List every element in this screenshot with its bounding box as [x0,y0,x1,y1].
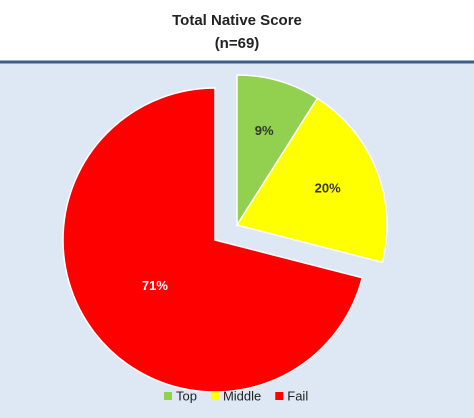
legend-label: Fail [287,388,308,403]
legend-swatch [210,392,219,400]
pie-slice [236,74,319,228]
header [0,0,474,62]
legend-label: Top [176,388,197,403]
data-label: 9% [255,123,274,138]
data-label: 20% [315,181,341,196]
pie-slice [62,87,364,393]
legend-label: Middle [223,388,261,403]
legend-swatch [275,392,284,400]
legend-swatch [164,392,172,400]
chart-subtitle: (n=69) [215,35,260,52]
data-label: 71% [142,278,168,293]
pie-slice [235,97,388,264]
chart-title: Total Native Score [172,12,302,29]
